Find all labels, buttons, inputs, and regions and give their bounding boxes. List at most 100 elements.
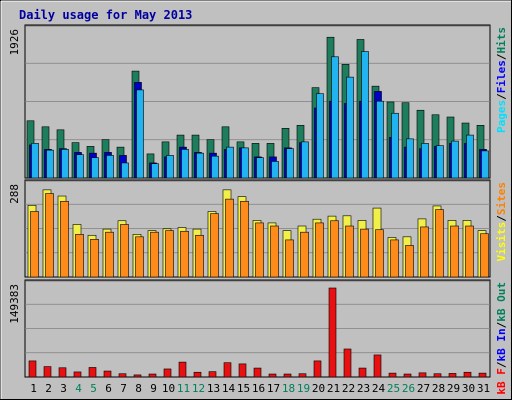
bar-sites-day-20 xyxy=(315,222,324,278)
bar-pages-day-18 xyxy=(286,148,294,179)
bar-pages-day-22 xyxy=(346,76,354,179)
bar-kbf-day-4 xyxy=(73,371,82,378)
bar-pages-day-8 xyxy=(136,89,144,179)
bar-pages-day-27 xyxy=(421,143,429,179)
bar-pages-day-26 xyxy=(406,138,414,179)
legend-entry: Files xyxy=(495,60,508,93)
bar-pages-day-13 xyxy=(211,155,219,179)
chart-panels: 1926Pages/Files/Hits288Visits/Sites14938… xyxy=(8,24,508,395)
x-tick-label-day-11: 11 xyxy=(177,382,190,395)
legend-entry: / xyxy=(495,361,508,368)
x-tick-label-day-12: 12 xyxy=(192,382,205,395)
bar-sites-day-2 xyxy=(45,193,54,278)
bar-sites-day-30 xyxy=(465,225,474,278)
bar-pages-day-15 xyxy=(241,147,249,179)
bar-sites-day-31 xyxy=(480,233,489,278)
bar-pages-day-30 xyxy=(466,134,474,179)
x-axis-tick-labels: 1 2 3 4 5 6 7 8 9 10 11 12 13 14 15 16 17 18 19 20 21 22 23 24 2… xyxy=(30,382,490,395)
x-tick-label-day-9: 9 xyxy=(150,382,157,395)
bar-pages-day-29 xyxy=(451,140,459,179)
bar-pages-day-23 xyxy=(361,51,369,179)
bar-kbf-day-10 xyxy=(163,368,172,378)
x-tick-label-day-14: 14 xyxy=(222,382,236,395)
x-tick-label-day-3: 3 xyxy=(60,382,67,395)
chart-title: Daily usage for May 2013 xyxy=(19,8,192,22)
bar-kbf-day-14 xyxy=(223,362,232,378)
legend-kbytes: kB F/kB In/kB Out xyxy=(495,282,508,395)
legend-hits-files-pages: Pages/Files/Hits xyxy=(495,27,508,133)
bar-sites-day-12 xyxy=(195,234,204,278)
x-tick-label-day-27: 27 xyxy=(417,382,430,395)
panel-hits-files-pages: 1926 Pages/Files/Hits xyxy=(8,24,508,179)
x-tick-label-day-28: 28 xyxy=(432,382,445,395)
bar-sites-day-23 xyxy=(360,228,369,278)
x-tick-label-day-2: 2 xyxy=(45,382,52,395)
legend-entry: kB Out xyxy=(495,282,508,322)
bar-sites-day-18 xyxy=(285,239,294,278)
y-axis-max-label: 149383 xyxy=(8,284,21,324)
bar-pages-day-9 xyxy=(151,163,159,179)
bar-sites-day-10 xyxy=(165,230,174,278)
bar-kbf-day-31 xyxy=(478,372,487,378)
bar-kbf-day-11 xyxy=(178,361,187,378)
bar-sites-day-27 xyxy=(420,226,429,278)
bar-sites-day-16 xyxy=(255,222,264,278)
x-tick-label-day-26: 26 xyxy=(402,382,415,395)
x-tick-label-day-16: 16 xyxy=(252,382,265,395)
x-tick-label-day-7: 7 xyxy=(120,382,127,395)
bar-pages-day-20 xyxy=(316,93,324,179)
bar-kbf-day-24 xyxy=(373,354,382,378)
bar-kbf-day-16 xyxy=(253,367,262,378)
bar-kbf-day-27 xyxy=(418,372,427,378)
bar-sites-day-3 xyxy=(60,200,69,278)
bar-pages-day-24 xyxy=(376,100,384,179)
x-tick-label-day-23: 23 xyxy=(357,382,370,395)
panel-visits-sites: 288 Visits/Sites xyxy=(8,179,508,278)
legend-entry: kB F xyxy=(495,368,508,395)
bar-pages-day-2 xyxy=(46,149,54,179)
bar-kbf-day-25 xyxy=(388,372,397,378)
bar-pages-day-11 xyxy=(181,149,189,179)
x-tick-label-day-6: 6 xyxy=(105,382,112,395)
bar-kbf-day-28 xyxy=(433,373,442,378)
bar-sites-day-11 xyxy=(180,230,189,278)
bar-kbf-day-26 xyxy=(403,373,412,378)
bar-pages-day-7 xyxy=(121,162,129,179)
legend-entry: / xyxy=(495,93,508,100)
y-axis-max-label: 1926 xyxy=(8,29,21,56)
bar-sites-day-7 xyxy=(120,224,129,278)
bar-sites-day-8 xyxy=(135,236,144,278)
bar-kbf-day-9 xyxy=(148,373,157,378)
bar-pages-day-25 xyxy=(391,112,399,179)
bar-kbf-day-5 xyxy=(88,367,97,378)
bar-pages-day-19 xyxy=(301,141,309,179)
bar-sites-day-14 xyxy=(225,198,234,278)
x-tick-label-day-18: 18 xyxy=(282,382,295,395)
bar-pages-day-14 xyxy=(226,146,234,179)
x-tick-label-day-25: 25 xyxy=(387,382,400,395)
bar-pages-day-21 xyxy=(331,56,339,179)
bar-kbf-day-22 xyxy=(343,348,352,378)
bar-kbf-day-19 xyxy=(298,373,307,378)
x-tick-label-day-24: 24 xyxy=(372,382,386,395)
x-tick-label-day-30: 30 xyxy=(462,382,475,395)
legend-entry: kB In xyxy=(495,328,508,361)
legend-entry: / xyxy=(495,215,508,222)
x-tick-label-day-10: 10 xyxy=(162,382,175,395)
bar-kbf-day-7 xyxy=(118,373,127,378)
bar-sites-day-13 xyxy=(210,213,219,278)
x-tick-label-day-5: 5 xyxy=(90,382,97,395)
legend-entry: / xyxy=(495,53,508,60)
bar-pages-day-12 xyxy=(196,152,204,179)
bar-pages-day-6 xyxy=(106,155,114,179)
bar-kbf-day-30 xyxy=(463,371,472,378)
bar-kbf-day-3 xyxy=(58,367,67,378)
bar-kbf-day-6 xyxy=(103,370,112,378)
legend-visits-sites: Visits/Sites xyxy=(495,182,508,262)
y-axis-max-label: 288 xyxy=(8,184,21,204)
bar-pages-day-16 xyxy=(256,157,264,179)
bar-pages-day-1 xyxy=(31,143,39,179)
x-tick-label-day-8: 8 xyxy=(135,382,142,395)
